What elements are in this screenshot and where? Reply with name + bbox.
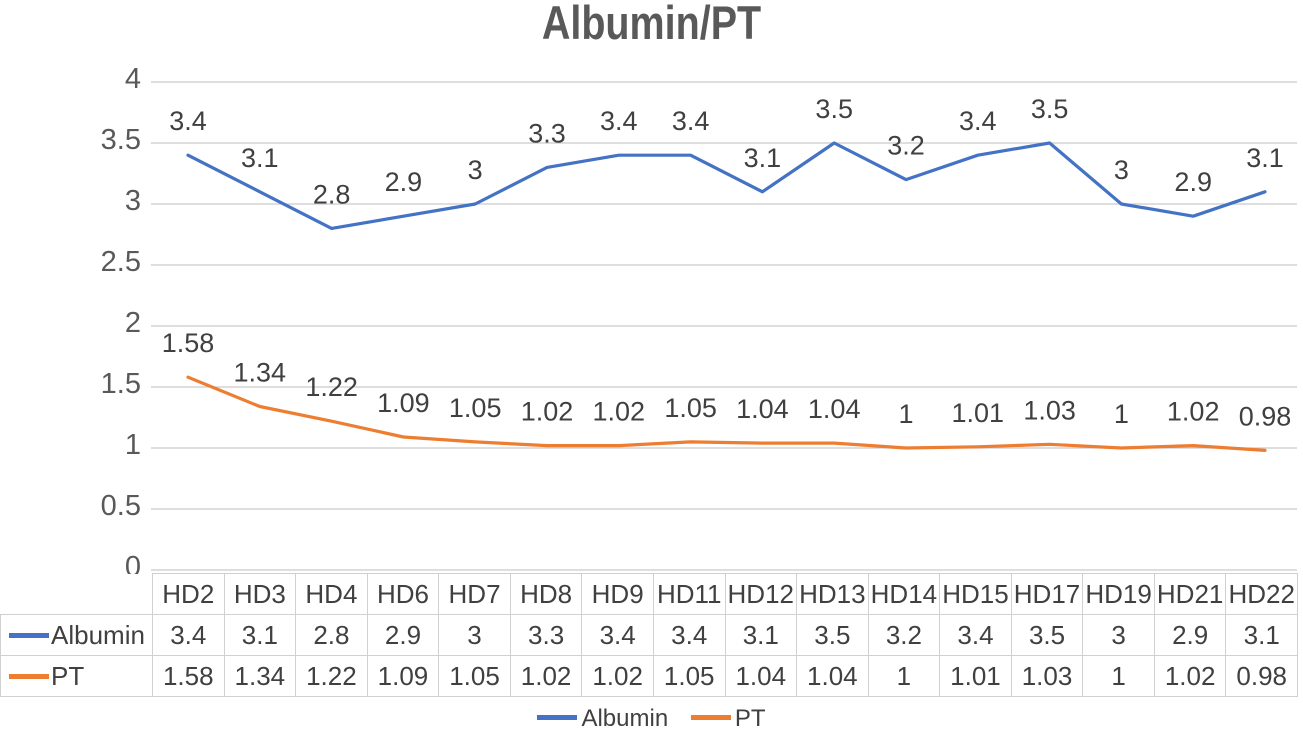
svg-text:1.5: 1.5 [101,368,141,400]
svg-text:1.04: 1.04 [808,394,861,424]
svg-text:3.5: 3.5 [815,94,853,124]
svg-text:2.9: 2.9 [1174,167,1212,197]
svg-text:3.5: 3.5 [101,124,141,156]
svg-text:3.3: 3.3 [528,118,566,148]
svg-text:3.4: 3.4 [672,106,710,136]
svg-text:2.8: 2.8 [313,179,351,209]
svg-text:3.2: 3.2 [887,131,925,161]
svg-text:2: 2 [125,307,141,339]
svg-text:0.5: 0.5 [101,490,141,522]
svg-text:1.09: 1.09 [377,388,430,418]
svg-text:1: 1 [898,399,913,429]
svg-text:1.01: 1.01 [952,398,1005,428]
svg-text:1.34: 1.34 [234,358,287,388]
svg-text:3.5: 3.5 [1031,94,1069,124]
svg-text:2.9: 2.9 [385,167,423,197]
svg-text:1: 1 [1114,399,1129,429]
svg-text:3: 3 [1114,155,1129,185]
svg-text:1.02: 1.02 [521,397,574,427]
svg-text:4: 4 [125,63,141,95]
svg-text:3.1: 3.1 [744,143,782,173]
svg-text:1.22: 1.22 [305,372,358,402]
svg-text:1.03: 1.03 [1023,395,1076,425]
svg-text:3: 3 [468,155,483,185]
svg-text:3.4: 3.4 [600,106,638,136]
svg-text:0.98: 0.98 [1239,401,1292,431]
svg-text:3.1: 3.1 [1246,143,1284,173]
svg-text:1.02: 1.02 [1167,397,1220,427]
svg-text:3: 3 [125,185,141,217]
svg-text:3.1: 3.1 [241,143,279,173]
svg-text:1: 1 [125,429,141,461]
svg-text:3.4: 3.4 [169,106,207,136]
svg-text:1.04: 1.04 [736,394,789,424]
svg-text:1.58: 1.58 [162,328,215,358]
svg-text:1.02: 1.02 [593,397,646,427]
svg-text:1.05: 1.05 [449,393,502,423]
svg-text:2.5: 2.5 [101,246,141,278]
svg-text:3.4: 3.4 [959,106,997,136]
svg-text:1.05: 1.05 [664,393,717,423]
